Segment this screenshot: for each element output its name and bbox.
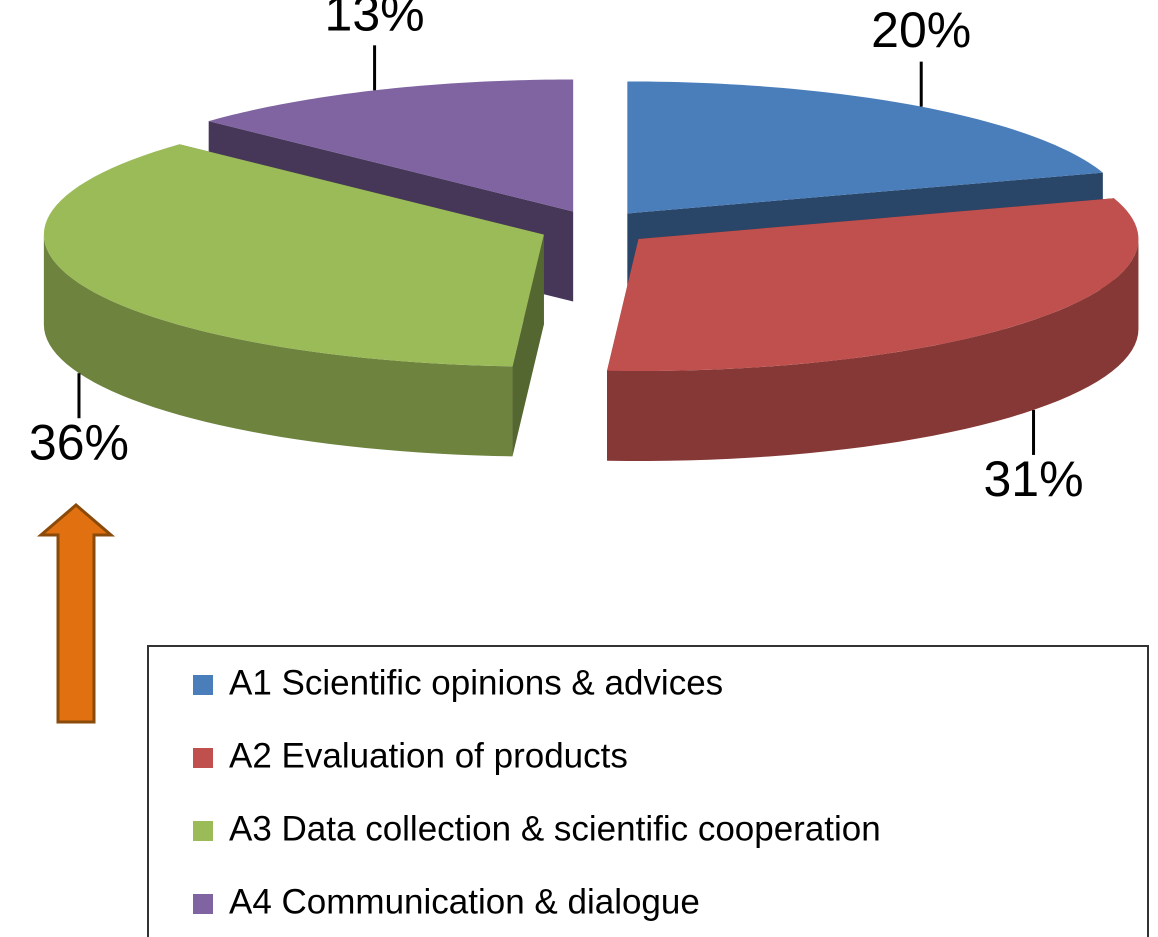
legend-swatch — [193, 748, 213, 768]
pie: 20% 31% 36% 13% — [29, 0, 1139, 507]
slice — [627, 81, 1103, 214]
legend-label: A1 Scientific opinions & advices — [229, 663, 723, 702]
legend-swatch — [193, 894, 213, 914]
slice-wall — [43, 234, 513, 457]
legend-label: A4 Communication & dialogue — [229, 882, 700, 921]
slice — [43, 144, 544, 367]
legend-swatch — [193, 675, 213, 695]
arrow — [36, 503, 116, 724]
slice — [208, 79, 574, 212]
legend-label: A3 Data collection & scientific cooperat… — [229, 809, 881, 848]
slice — [607, 198, 1139, 372]
data-label: 36% — [29, 414, 129, 470]
legend: A1 Scientific opinions & advices A2 Evalu… — [193, 663, 881, 921]
slice-wall — [607, 239, 1139, 462]
legend-box — [147, 645, 1149, 937]
data-label: 31% — [983, 451, 1083, 507]
legend-label: A2 Evaluation of products — [229, 736, 628, 775]
data-label: 20% — [871, 2, 971, 58]
data-label: 13% — [325, 0, 425, 42]
legend-swatch — [193, 821, 213, 841]
